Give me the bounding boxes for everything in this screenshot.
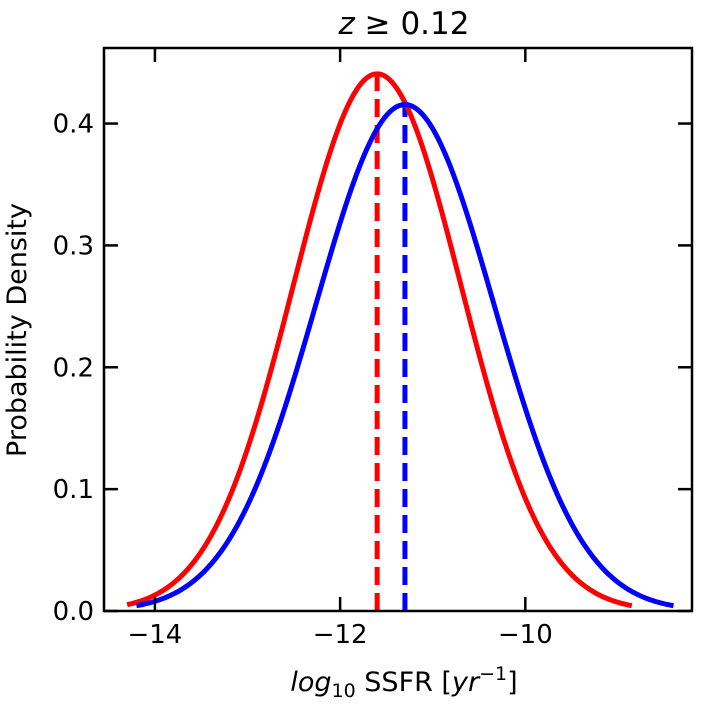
y-tick-label: 0.4 [53,110,94,140]
x-label-superscript: −1 [479,663,507,685]
x-tick-label: −12 [313,620,368,650]
axes-frame [102,46,694,613]
chart-title: z ≥ 0.12 [338,6,470,42]
red-distribution [126,71,633,609]
y-tick-label: 0.2 [53,353,94,383]
blue-distribution [135,102,674,609]
axis-ticks: −14 −12 −10 0.0 0.1 0.2 0.3 0.4 [53,48,692,650]
y-tick-label: 0.0 [53,597,94,627]
x-label-unit: yr [451,667,481,698]
title-rest: ≥ 0.12 [355,6,470,42]
x-label-mid: SSFR [ [356,667,452,698]
chart-marks [126,71,674,611]
x-tick-label: −10 [498,620,553,650]
x-label-log: log [290,667,331,698]
x-tick-label: −14 [127,620,182,650]
y-tick-label: 0.3 [53,231,94,261]
y-axis-label: Probability Density [2,203,33,457]
y-tick-label: 0.1 [53,475,94,505]
title-variable: z [338,6,356,42]
x-axis-label: log10 SSFR [yr−1] [290,663,517,702]
x-label-end: ] [507,667,518,698]
x-label-subscript: 10 [332,680,356,702]
